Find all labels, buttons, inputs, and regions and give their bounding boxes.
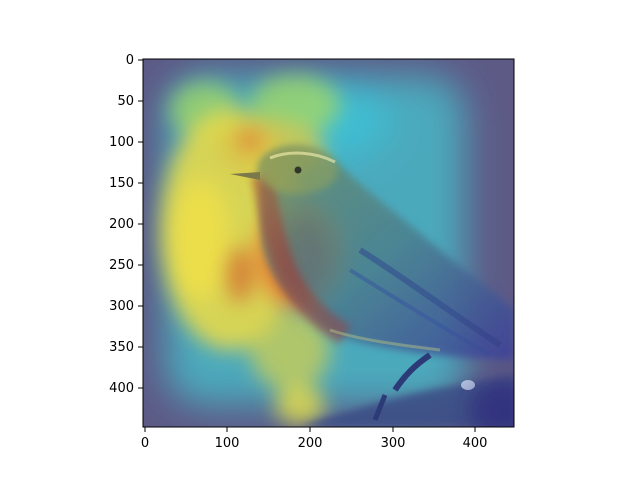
x-tick-label: 100 <box>215 436 240 451</box>
heatmap-image <box>143 59 514 427</box>
y-axis: 0 50 100 150 200 250 300 350 400 <box>109 53 143 396</box>
y-tick-label: 300 <box>109 299 134 314</box>
bird-silhouette <box>230 146 514 360</box>
x-tick-label: 200 <box>298 436 323 451</box>
x-tick-label: 0 <box>141 436 149 451</box>
x-axis: 0 100 200 300 400 <box>141 427 488 451</box>
x-tick-label: 300 <box>381 436 406 451</box>
y-tick-label: 150 <box>109 176 134 191</box>
y-tick-label: 250 <box>109 258 134 273</box>
y-tick-label: 350 <box>109 340 134 355</box>
y-tick-label: 200 <box>109 217 134 232</box>
y-tick-label: 400 <box>109 381 134 396</box>
y-tick-label: 0 <box>126 53 134 68</box>
plot-frame <box>142 58 515 428</box>
y-tick-label: 100 <box>109 135 134 150</box>
branch <box>300 352 514 427</box>
y-tick-label: 50 <box>117 94 134 109</box>
x-tick-label: 400 <box>463 436 488 451</box>
